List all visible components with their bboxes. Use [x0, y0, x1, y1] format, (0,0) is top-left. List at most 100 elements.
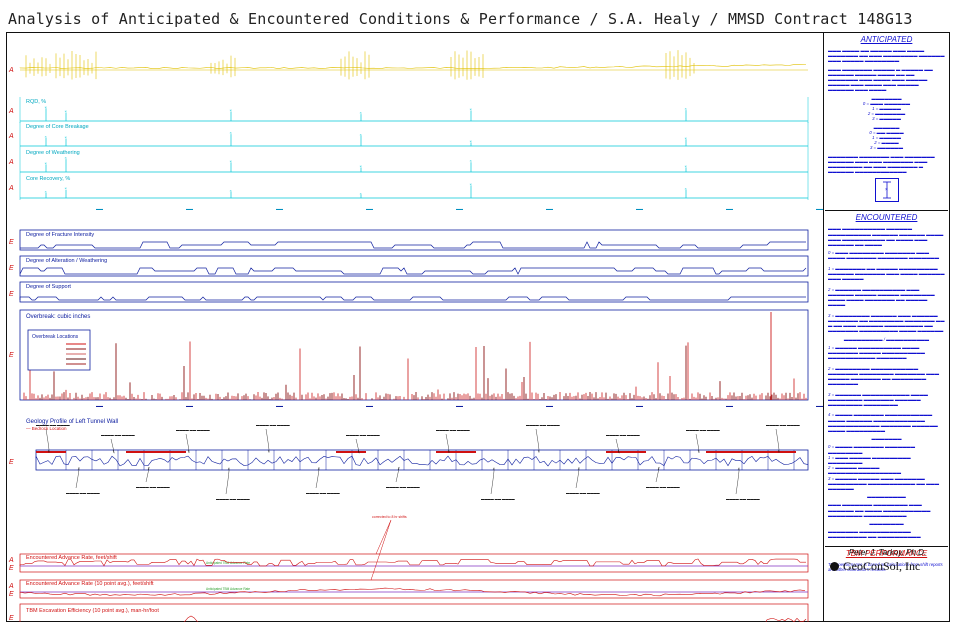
geology-callout-leader: [655, 466, 660, 483]
station-tick-label: ▬▬: [546, 207, 554, 211]
advance-rate-line: [19, 558, 806, 567]
station-tick-label: ▬▬: [726, 207, 734, 211]
station-tick-label: ▬▬: [96, 207, 104, 211]
track-prefix-label: A: [8, 67, 14, 74]
geology-callout-leader: [265, 428, 270, 453]
geology-callout-leader: [185, 433, 190, 453]
anticipated-data-marker: ×: [470, 181, 473, 186]
geology-callout-leader: [775, 428, 780, 453]
station-tick-label: ▬▬: [366, 207, 374, 211]
encountered-track-line: [20, 241, 806, 249]
encountered-track-line: [19, 267, 807, 275]
geology-callout-text: ▬▬▬▬ ▬▬ ▬▬▬▬: [346, 433, 380, 437]
station-tick-label: ▬▬: [726, 404, 734, 408]
station-tick-label: ▬▬: [546, 404, 554, 408]
panel-divider: [823, 32, 824, 622]
encountered-track-frame: [19, 281, 809, 303]
drawing-title: Analysis of Anticipated & Encountered Co…: [8, 10, 913, 28]
anticipated-data-marker: ×: [470, 158, 473, 163]
geology-callout-text: ▬▬▬▬ ▬▬ ▬▬▬▬: [256, 423, 290, 427]
anticipated-track-label: RQD, %: [26, 99, 46, 105]
efficiency-line: [183, 615, 807, 622]
track-prefix-label: E: [9, 565, 14, 572]
advance-rate-avg-frame: [19, 579, 809, 599]
advance-rate-avg-anticipated-note: Anticipated TBM Advance Rate: [206, 587, 250, 591]
anticipated-scale-2: ▬▬▬▬▬▬ 0 = ▬▬ ▬▬▬▬ 1 = ▬▬▬▬▬ 2 = ▬▬▬▬ 3 = ▬▬…: [869, 124, 904, 151]
overbreak-legend-title: Overbreak Locations: [32, 334, 79, 340]
geology-callout-leader: [75, 467, 80, 489]
geology-callout-text: ▬▬▬▬ ▬▬ ▬▬▬▬: [726, 497, 760, 501]
station-tick-label: ▬▬: [456, 404, 464, 408]
anticipated-data-marker: ×: [685, 186, 688, 191]
advance-rate-frame: [19, 553, 809, 573]
drawing-frame: [6, 32, 950, 622]
company-name: GeoConSol, Inc: [830, 559, 945, 574]
station-tick-label: ▬▬: [366, 404, 374, 408]
author-name: Peter J. Tarkoy, Ph.D.: [848, 548, 927, 557]
geology-callout-leader: [315, 467, 320, 489]
encountered-note-1: ▬▬▬ ▬▬▬▬▬▬▬▬▬▬ ▬▬▬▬▬▬ ▬▬▬▬▬▬▬▬▬▬ ▬▬▬▬▬▬ …: [828, 226, 944, 248]
company-logo: Peter J. Tarkoy, Ph.D. GeoConSol, Inc: [830, 548, 945, 574]
svg-text:×: ×: [885, 187, 888, 193]
geology-callout-text: ▬▬▬▬ ▬▬ ▬▬▬▬: [436, 428, 470, 432]
geology-callout-text: ▬▬▬▬ ▬▬ ▬▬▬▬: [481, 497, 515, 501]
track-prefix-label: E: [9, 352, 14, 359]
geology-callout-text: ▬▬▬▬ ▬▬ ▬▬▬▬: [101, 433, 135, 437]
geology-callout-leader: [735, 467, 740, 495]
geology-subtitle: — Bedrock Location: [26, 426, 67, 431]
anticipated-data-marker: ×: [230, 158, 233, 163]
track-prefix-label: E: [9, 239, 14, 246]
advance-rate-annotation-leader: [375, 519, 392, 555]
advance-rate-annotation: corrected to 8 hr shifts: [372, 515, 407, 519]
geology-note: ▬▬▬▬▬▬▬ ▬▬▬▬▬▬▬▬▬▬▬▬ ▬▬▬▬▬▬▬▬▬ ▬▬ ▬▬▬▬▬▬…: [828, 529, 921, 540]
anticipated-data-marker: ×: [45, 104, 48, 109]
tbm-performance-note: TBM performance is based on calculations…: [828, 561, 943, 572]
anticipated-note-2: ▬▬▬ ▬▬▬▬▬▬▬ ▬▬▬▬▬ ▬ ▬▬▬▬▬ ▬▬ ▬▬▬▬▬▬ ▬▬▬▬…: [828, 66, 933, 93]
advance-rate-avg-label: Encountered Advance Rate (10 point avg.)…: [26, 581, 154, 587]
anticipated-track-label: Degree of Core Breakage: [26, 124, 89, 130]
anticipated-note-3: ▬▬▬▬▬▬▬ ▬▬▬▬▬▬▬ ▬▬▬ ▬▬▬▬▬▬▬ ▬▬▬▬▬▬ ▬▬▬ ▬…: [828, 153, 935, 175]
anticipated-data-marker: ×: [470, 106, 473, 111]
anticipated-data-marker: ×: [360, 163, 363, 168]
overbreak-legend-box: [27, 329, 91, 371]
geology-profile-frame: [35, 449, 809, 471]
profile-plot: A RQD, % A × × × × × × Degree of Core Breakage A × ×…: [8, 50, 824, 622]
station-tick-label: ▬▬: [636, 404, 644, 408]
station-tick-label: ▬▬: [816, 207, 824, 211]
geology-callout-text: ▬▬▬▬ ▬▬ ▬▬▬▬: [566, 491, 600, 495]
geology-callout-text: ▬▬▬▬ ▬▬ ▬▬▬▬: [306, 491, 340, 495]
anticipated-data-marker: ×: [230, 130, 233, 135]
geology-rock-line: [35, 455, 809, 467]
anticipated-header: ANTICIPATED: [860, 35, 913, 44]
geology-note-header: ▬▬▬▬▬▬▬▬: [869, 521, 904, 527]
geology-callout-text: ▬▬▬▬ ▬▬ ▬▬▬▬: [66, 491, 100, 495]
geology-callout-leader: [355, 438, 360, 454]
station-tick-label: ▬▬: [96, 404, 104, 408]
anticipated-data-marker: ×: [470, 138, 473, 143]
company-name-text: GeoConSol, Inc: [843, 559, 921, 573]
anticipated-data-marker: ×: [65, 155, 68, 160]
support-scale: ▬▬▬▬▬▬▬: [871, 436, 902, 442]
geology-callout-text: ▬▬▬▬ ▬▬ ▬▬▬▬: [176, 428, 210, 432]
efficiency-frame: [19, 603, 809, 622]
tbm-performance-header: TBM PERFORMANCE: [845, 548, 928, 558]
geology-callout-text: ▬▬▬▬ ▬▬ ▬▬▬▬: [766, 423, 800, 427]
geology-callout-text: ▬▬▬▬ ▬▬ ▬▬▬▬: [686, 428, 720, 432]
geology-callout-leader: [445, 433, 450, 453]
efficiency-label: TBM Excavation Efficiency (10 point avg.…: [26, 608, 159, 614]
anticipated-data-marker: ×: [360, 110, 363, 115]
overbreak-note-header: ▬▬▬▬▬▬▬▬▬: [867, 494, 906, 500]
encountered-track-label: Degree of Fracture Intensity: [26, 232, 94, 238]
geology-callout-leader: [575, 467, 580, 489]
logo-mark-icon: [830, 562, 839, 571]
anticipated-data-marker: ×: [45, 189, 48, 194]
geology-callout-text: ▬▬▬▬ ▬▬ ▬▬▬▬: [36, 423, 70, 427]
track-prefix-label: A: [8, 133, 14, 140]
geology-callout-leader: [395, 466, 400, 483]
geology-callout-leader: [695, 433, 700, 453]
station-tick-label: ▬▬: [186, 207, 194, 211]
anticipated-data-marker: ×: [685, 106, 688, 111]
overbreak-frame: [19, 309, 809, 401]
geology-title: Geology Profile of Left Tunnel Wall: [26, 419, 118, 425]
